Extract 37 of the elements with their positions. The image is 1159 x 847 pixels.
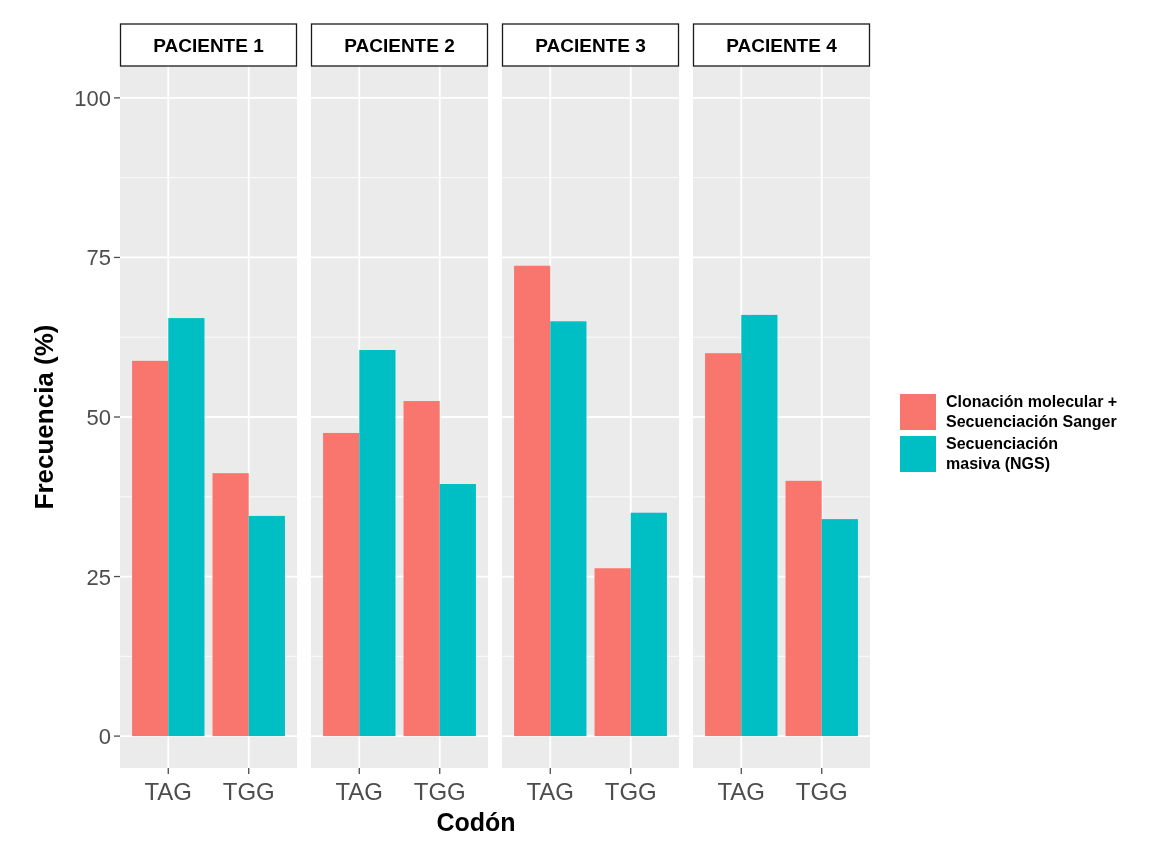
y-tick-label: 75 <box>86 245 111 271</box>
bar <box>248 515 285 737</box>
bar <box>785 480 822 737</box>
x-tick-label: TGG <box>604 778 657 805</box>
x-tick-label: TAG <box>717 778 766 805</box>
x-tick-label: TAG <box>526 778 575 805</box>
y-tick-label: 25 <box>86 564 111 590</box>
bar <box>359 349 396 737</box>
chart-title: PACIENTE 1 <box>153 35 265 56</box>
x-tick-label: TGG <box>795 778 848 805</box>
bar <box>630 512 667 737</box>
chart-title: PACIENTE 2 <box>344 35 455 56</box>
bar <box>550 321 587 737</box>
chart-title: PACIENTE 3 <box>535 35 646 56</box>
x-tick-label: TAG <box>335 778 384 805</box>
bar <box>594 568 631 737</box>
y-tick-label: 50 <box>86 405 111 430</box>
x-tick-label: TAG <box>144 778 193 805</box>
bar <box>403 401 440 737</box>
bar <box>821 519 858 737</box>
bar <box>439 484 476 737</box>
bar <box>514 265 551 737</box>
y-axis-title: Frecuencia (%) <box>29 324 59 510</box>
bar <box>705 353 742 737</box>
x-tick-label: TGG <box>222 778 275 805</box>
legend-label: Clonación molecular + Secuenciación Sanger <box>946 393 1122 430</box>
bar <box>323 432 360 737</box>
x-tick-label: TGG <box>413 778 466 805</box>
y-tick-label: 0 <box>98 724 111 750</box>
y-tick-label: 100 <box>74 85 111 111</box>
bar <box>168 318 205 737</box>
x-axis-title: Codón <box>436 808 516 836</box>
legend-label: Secuenciación masiva (NGS) <box>946 435 1063 472</box>
bar <box>741 314 778 737</box>
chart-title: PACIENTE 4 <box>726 35 838 56</box>
bar <box>132 360 169 737</box>
bar <box>212 473 249 737</box>
